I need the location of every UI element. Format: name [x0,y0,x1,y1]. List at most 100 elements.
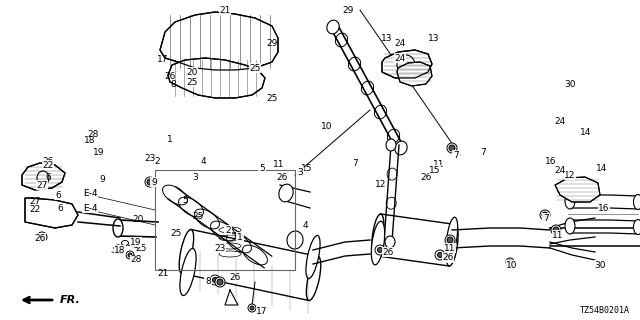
Text: 12: 12 [564,171,576,180]
Text: 29: 29 [266,39,278,48]
Text: 16: 16 [545,157,556,166]
Circle shape [375,245,385,255]
Text: 22: 22 [42,161,54,170]
Ellipse shape [446,217,458,257]
Ellipse shape [30,200,46,220]
Text: 25: 25 [266,93,278,102]
Text: 26: 26 [382,247,394,257]
Text: 25: 25 [250,63,260,73]
Text: 25: 25 [193,212,204,220]
Text: 2: 2 [225,226,231,235]
Circle shape [128,253,132,257]
Text: E-4: E-4 [83,188,97,197]
Text: 21: 21 [157,269,169,278]
Circle shape [215,277,225,287]
Text: 20: 20 [186,68,198,76]
Ellipse shape [180,249,196,295]
Text: 24: 24 [394,53,406,62]
Text: 3: 3 [297,167,303,177]
Text: 4: 4 [302,220,308,229]
Circle shape [248,304,256,312]
Text: 26: 26 [229,274,241,283]
Text: 11: 11 [273,160,284,169]
Ellipse shape [306,236,320,278]
Text: 11: 11 [552,230,564,239]
Text: 19: 19 [131,237,141,246]
Ellipse shape [565,218,575,234]
Text: 29: 29 [342,5,354,14]
Ellipse shape [287,231,303,249]
Text: E-4: E-4 [82,204,98,212]
Text: 1: 1 [237,233,243,242]
Text: 25: 25 [170,229,182,238]
Circle shape [378,247,383,252]
Circle shape [553,227,559,233]
Text: 3: 3 [193,173,198,182]
Text: 7: 7 [481,148,486,156]
Text: 9: 9 [151,178,157,187]
Text: 7: 7 [453,150,459,159]
Circle shape [147,179,153,185]
Circle shape [447,237,453,243]
Text: 6: 6 [55,190,61,199]
Text: 6: 6 [57,204,63,212]
Text: 17: 17 [157,55,169,64]
Text: 23: 23 [214,244,226,252]
Text: 17: 17 [256,308,268,316]
Text: 24: 24 [554,117,566,126]
Circle shape [210,275,220,285]
Polygon shape [397,62,432,86]
Ellipse shape [34,205,42,215]
Polygon shape [382,50,432,78]
Text: 22: 22 [29,205,41,214]
Polygon shape [25,198,78,228]
Text: 20: 20 [132,215,143,224]
Circle shape [212,277,218,283]
Circle shape [217,279,223,285]
Text: 21: 21 [220,5,230,14]
Polygon shape [168,58,265,98]
Text: 8: 8 [170,80,175,89]
Text: 7: 7 [353,159,358,168]
Text: 26: 26 [276,173,287,182]
Text: 25: 25 [135,244,147,252]
Text: 24: 24 [554,165,566,174]
Ellipse shape [386,139,396,151]
Polygon shape [555,177,600,202]
Text: 26: 26 [35,234,45,243]
Circle shape [508,260,512,264]
Text: 5: 5 [183,196,188,204]
Circle shape [447,143,457,153]
Circle shape [445,235,455,245]
Text: TZ54B0201A: TZ54B0201A [580,306,630,315]
Ellipse shape [395,141,407,155]
Text: 30: 30 [564,80,575,89]
Text: 14: 14 [596,164,608,172]
Ellipse shape [279,184,293,202]
Ellipse shape [385,236,395,248]
Text: 10: 10 [506,260,518,269]
Polygon shape [160,12,278,70]
Text: 2: 2 [154,157,159,166]
Circle shape [449,145,455,151]
Text: 19: 19 [93,148,105,156]
Text: 12: 12 [375,180,387,188]
Text: 1: 1 [167,135,172,144]
Ellipse shape [634,195,640,210]
Text: 14: 14 [580,128,591,137]
Circle shape [145,177,155,187]
Text: 26: 26 [42,157,54,166]
Text: 27: 27 [36,180,48,189]
Text: 15: 15 [301,164,313,172]
Text: 26: 26 [442,253,454,262]
Circle shape [540,210,550,220]
Text: 4: 4 [201,157,206,166]
Circle shape [435,250,445,260]
Text: 6: 6 [45,173,51,182]
Ellipse shape [565,193,575,209]
Text: 5: 5 [259,164,265,172]
Circle shape [542,212,548,218]
Ellipse shape [371,221,385,265]
Text: 28: 28 [87,130,99,139]
Circle shape [37,232,47,242]
